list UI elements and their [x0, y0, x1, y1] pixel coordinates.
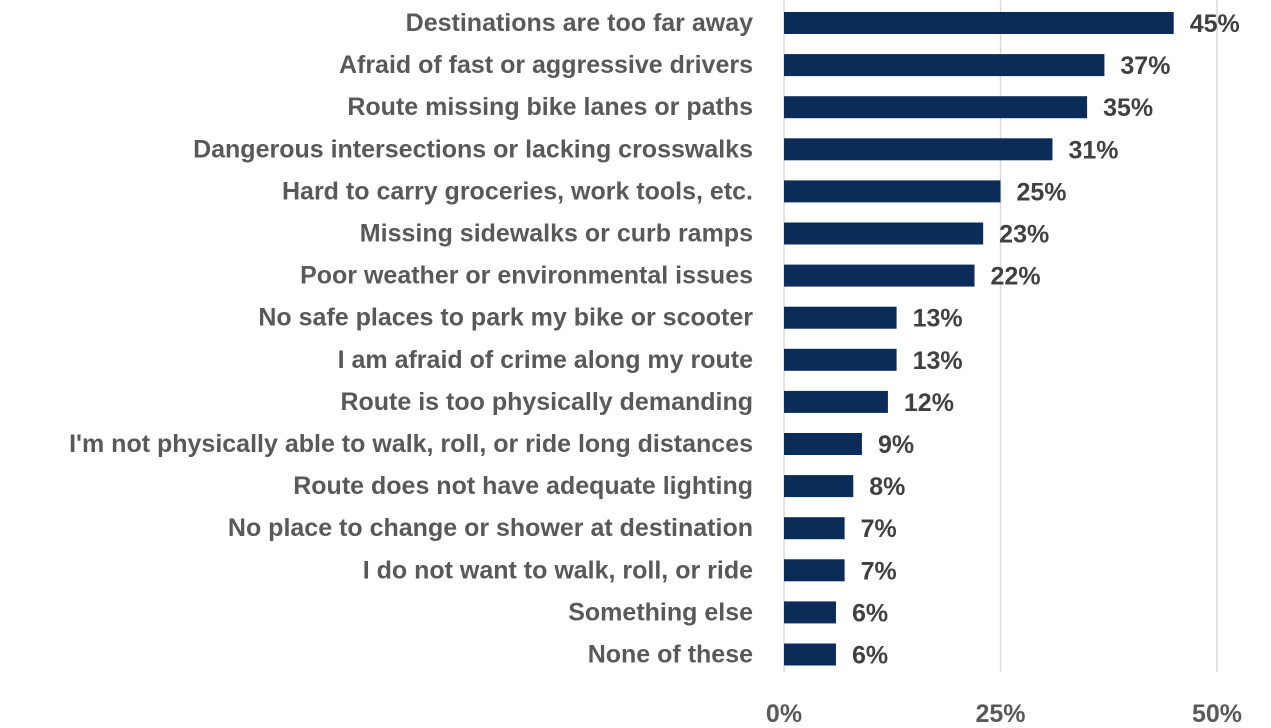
- value-label: 13%: [913, 305, 963, 333]
- category-label: Dangerous intersections or lacking cross…: [193, 135, 753, 163]
- bar: [784, 433, 862, 455]
- value-label: 13%: [913, 347, 963, 375]
- category-label: I do not want to walk, roll, or ride: [363, 556, 753, 584]
- x-tick-label: 25%: [975, 700, 1025, 728]
- bar: [784, 12, 1174, 34]
- bar: [784, 559, 845, 582]
- category-label: Route does not have adequate lighting: [293, 472, 753, 500]
- bar: [784, 54, 1105, 77]
- bar: [784, 475, 854, 498]
- value-label: 37%: [1120, 52, 1170, 80]
- category-label: Poor weather or environmental issues: [300, 262, 753, 290]
- value-label: 35%: [1103, 94, 1153, 122]
- value-label: 22%: [991, 263, 1041, 291]
- bar: [784, 601, 836, 624]
- bar: [784, 517, 845, 540]
- bar: [784, 180, 1001, 203]
- bar: [784, 643, 836, 666]
- bar: [784, 390, 888, 413]
- category-label: Hard to carry groceries, work tools, etc…: [282, 177, 753, 205]
- bar: [784, 138, 1053, 161]
- category-label: I am afraid of crime along my route: [338, 346, 753, 374]
- value-label: 31%: [1068, 136, 1118, 164]
- value-label: 12%: [904, 389, 954, 417]
- x-axis-ticks: 0% 25% 50%: [766, 700, 1242, 728]
- category-label: None of these: [588, 641, 753, 669]
- category-label: No safe places to park my bike or scoote…: [258, 304, 753, 332]
- value-label: 23%: [999, 221, 1049, 249]
- bar: [784, 306, 897, 329]
- category-label: Route is too physically demanding: [340, 388, 753, 416]
- category-label: Something else: [568, 598, 753, 626]
- value-label: 6%: [852, 599, 888, 627]
- value-label: 45%: [1190, 10, 1240, 38]
- category-label: Missing sidewalks or curb ramps: [360, 220, 753, 248]
- category-label: I'm not physically able to walk, roll, o…: [69, 430, 753, 458]
- bars: [784, 12, 1174, 666]
- value-label: 6%: [852, 642, 888, 670]
- bar: [784, 264, 975, 287]
- x-tick-label: 0%: [766, 700, 802, 728]
- category-label: Route missing bike lanes or paths: [347, 93, 753, 121]
- value-labels: 45% 37% 35% 31%25% 23% 22% 13% 13% 12% 9% 8% 7% 7% 6%…: [852, 10, 1240, 670]
- value-label: 9%: [878, 431, 914, 459]
- bar: [784, 348, 897, 371]
- x-tick-label: 50%: [1192, 700, 1242, 728]
- value-label: 7%: [861, 515, 897, 543]
- category-labels: Destinations are too far away Afraid of f…: [69, 9, 753, 669]
- bar: [784, 96, 1088, 119]
- value-label: 8%: [869, 473, 905, 501]
- category-label: Afraid of fast or aggressive drivers: [339, 51, 753, 79]
- category-label: Destinations are too far away: [406, 9, 753, 37]
- value-label: 7%: [861, 557, 897, 585]
- bar: [784, 222, 984, 245]
- category-label: No place to change or shower at destinat…: [228, 514, 753, 542]
- value-label: 25%: [1017, 178, 1067, 206]
